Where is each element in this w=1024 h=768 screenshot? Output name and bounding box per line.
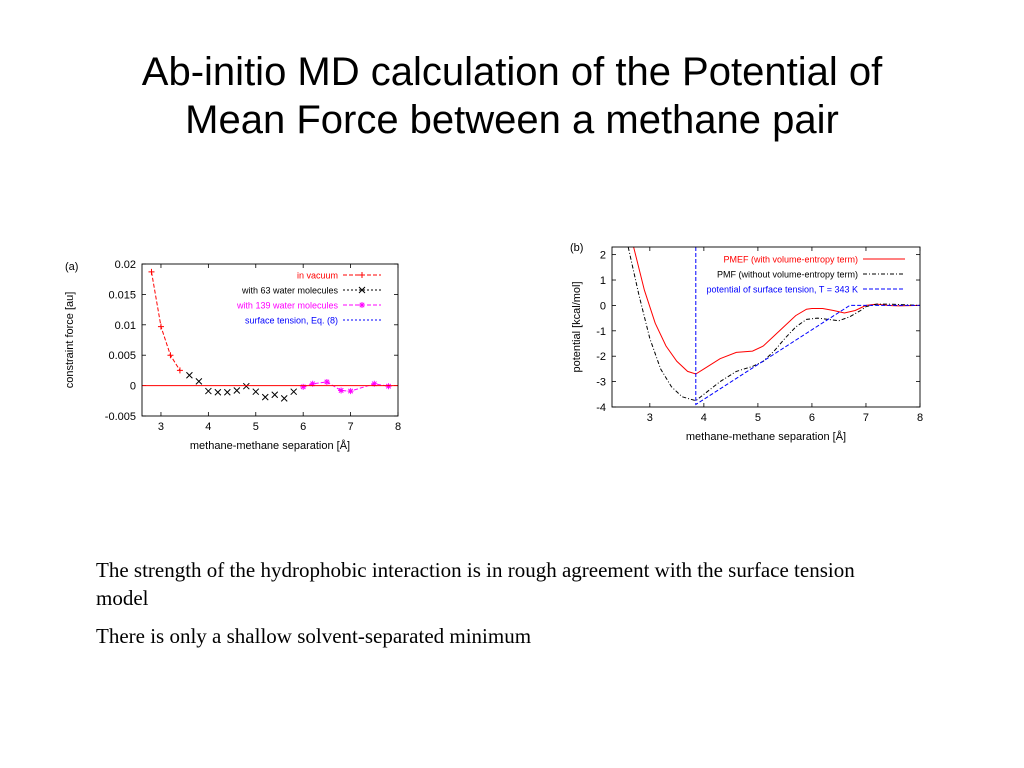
y-tick-label: 0.02 <box>115 259 136 271</box>
series-line <box>695 247 920 406</box>
data-point <box>371 380 378 387</box>
legend-label: with 139 water molecules <box>236 301 339 311</box>
data-point <box>385 383 392 390</box>
x-tick-label: 5 <box>755 412 761 424</box>
x-tick-label: 6 <box>300 421 306 433</box>
data-point <box>290 388 298 396</box>
legend-label: in vacuum <box>297 271 338 281</box>
chart-b-potential: (b) 3 4 5 6 7 8 -4 -3 -2 -1 0 1 2 methane-methane sep… <box>570 242 923 443</box>
body-text: The strength of the hydrophobic interact… <box>96 556 896 660</box>
x-tick-label: 4 <box>205 421 211 433</box>
data-point <box>186 371 193 379</box>
data-point <box>300 383 307 390</box>
chart-a-panel-label: (a) <box>65 261 78 273</box>
slide-title-line-2: Mean Force between a methane pair <box>185 98 839 142</box>
data-point <box>214 388 222 396</box>
y-tick-label: 2 <box>600 250 606 262</box>
legend-label: surface tension, Eq. (8) <box>245 316 338 326</box>
data-point <box>205 387 212 395</box>
slide-title: Ab-initio MD calculation of the Potentia… <box>40 48 984 144</box>
plot-frame <box>141 263 399 417</box>
legend-marker <box>358 286 366 294</box>
data-point <box>195 377 203 385</box>
data-point <box>309 380 316 387</box>
data-point <box>148 268 155 275</box>
chart-a-constraint-force: (a) 3 4 5 6 7 8 -0.005 0 0.005 0.01 0.015 0.02 metha… <box>64 259 401 452</box>
x-axis-label: methane-methane separation [Å] <box>686 430 846 443</box>
x-tick-label: 7 <box>863 412 869 424</box>
data-point <box>223 388 231 396</box>
x-tick-label: 7 <box>348 421 354 433</box>
data-point <box>347 388 354 395</box>
data-point <box>252 388 260 396</box>
y-axis-label: potential [kcal/mol] <box>571 281 583 372</box>
plot-frame <box>611 246 921 408</box>
y-tick-label: -3 <box>596 377 606 389</box>
series-line <box>627 247 920 402</box>
y-tick-label: 0 <box>130 381 136 393</box>
x-tick-label: 3 <box>158 421 164 433</box>
bullet-2: There is only a shallow solvent-separate… <box>96 624 532 648</box>
legend-marker <box>359 272 365 278</box>
chart-b-panel-label: (b) <box>570 242 583 254</box>
legend-label: PMEF (with volume-entropy term) <box>723 255 858 265</box>
y-tick-label: -2 <box>596 351 606 363</box>
x-axis-label: methane-methane separation [Å] <box>190 439 350 452</box>
x-tick-label: 5 <box>253 421 259 433</box>
data-point <box>176 367 183 374</box>
y-tick-label: 0.01 <box>115 320 136 332</box>
y-tick-label: -4 <box>596 402 606 414</box>
x-tick-label: 4 <box>701 412 707 424</box>
series-line <box>151 271 181 371</box>
y-tick-label: -0.005 <box>105 411 136 423</box>
data-point <box>242 382 250 390</box>
data-point <box>338 387 345 394</box>
legend-label: with 63 water molecules <box>241 286 339 296</box>
x-tick-label: 3 <box>647 412 653 424</box>
x-tick-label: 8 <box>917 412 923 424</box>
y-tick-label: 0.005 <box>108 350 136 362</box>
legend-marker <box>359 302 365 308</box>
data-point <box>167 352 174 359</box>
data-point <box>261 393 269 401</box>
data-point <box>271 391 279 399</box>
y-tick-label: 1 <box>600 275 606 287</box>
x-tick-label: 8 <box>395 421 401 433</box>
y-tick-label: -1 <box>596 326 606 338</box>
y-tick-label: 0 <box>600 300 606 312</box>
legend-label: PMF (without volume-entropy term) <box>717 270 858 280</box>
x-tick-label: 6 <box>809 412 815 424</box>
data-point <box>157 323 164 330</box>
legend-label: potential of surface tension, T = 343 K <box>706 285 858 295</box>
data-point <box>323 378 330 385</box>
slide-title-line-1: Ab-initio MD calculation of the Potentia… <box>141 50 883 94</box>
y-tick-label: 0.015 <box>108 289 136 301</box>
series-line <box>633 247 920 375</box>
y-axis-label: constraint force [au] <box>64 292 76 389</box>
data-point <box>233 387 241 394</box>
bullet-1: The strength of the hydrophobic interact… <box>96 558 855 610</box>
data-point <box>280 395 288 402</box>
